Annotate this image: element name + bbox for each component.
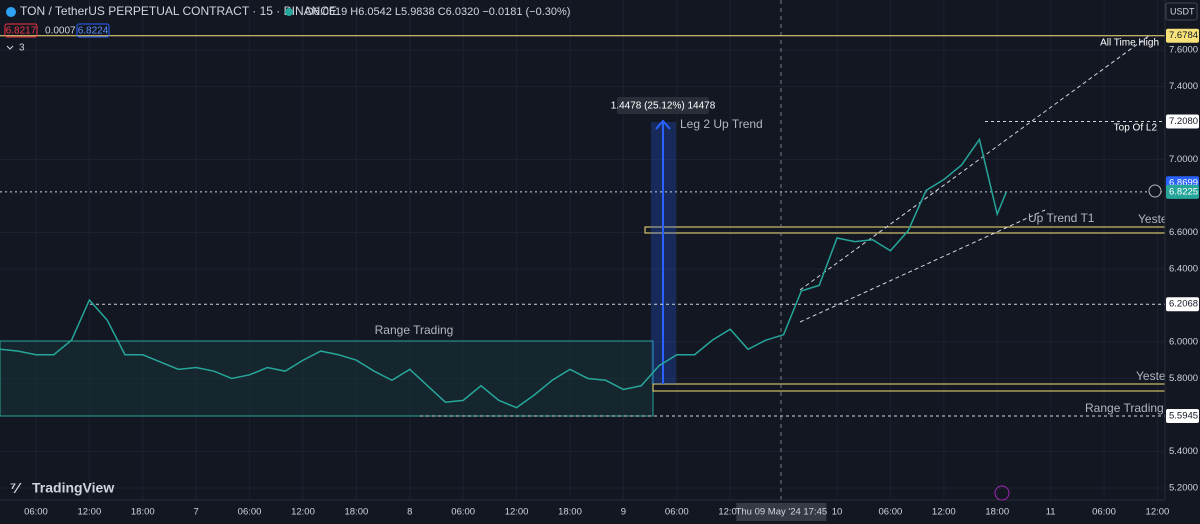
price-label: 6.8225: [1169, 186, 1198, 197]
x-tick-label: 06:00: [238, 507, 262, 518]
x-tick-label: 06:00: [879, 507, 903, 518]
measure-label-bg: [617, 97, 709, 114]
price-label: 6.2068: [1169, 299, 1198, 310]
x-tick-label: 7: [194, 507, 199, 518]
annotation: Range Trading Lo: [1085, 401, 1181, 415]
cursor-label: Thu 09 May '24 17:45: [736, 507, 828, 518]
annotation: Yeste: [1136, 369, 1166, 383]
bid-box[interactable]: [4, 23, 38, 38]
brand: TradingView: [32, 480, 114, 496]
x-tick-label: 10: [832, 507, 843, 518]
price-label-bg: [1166, 297, 1199, 312]
annotation: Yeste: [1138, 212, 1168, 226]
ohlc: O6.0519 H6.0542 L5.9838 C6.0320 −0.0181 …: [305, 6, 570, 18]
y-tick-label: 5.4000: [1169, 446, 1198, 457]
annotation: Range Trading: [375, 323, 454, 337]
symbol-icon: [6, 7, 16, 17]
x-tick-label: 8: [407, 507, 412, 518]
x-tick-label: 11: [1046, 507, 1056, 518]
x-tick-label: 12:00: [77, 507, 101, 518]
alert-icon[interactable]: [994, 485, 1010, 501]
spread: 0.0007: [45, 26, 76, 37]
price-label: 5.5945: [1169, 410, 1198, 421]
bid[interactable]: 6.8217: [6, 26, 37, 37]
overlay: TON / TetherUS PERPETUAL CONTRACT · 15 ·…: [4, 2, 1198, 501]
arrow-head: [655, 119, 671, 130]
cursor-label-bg: [736, 503, 827, 521]
x-tick-label: 18:00: [131, 507, 155, 518]
price-label: 7.2080: [1169, 116, 1198, 127]
annotation: Top Of L2: [1114, 123, 1158, 134]
y-tick-label: 6.0000: [1169, 336, 1198, 347]
x-tick-label: 18:00: [985, 507, 1009, 518]
x-tick-label: 9: [621, 507, 626, 518]
price-label-bg: [1166, 114, 1199, 129]
currency[interactable]: USDT: [1170, 6, 1195, 16]
plot: Range Trading Leg 2 Up Trend Up Trend T1…: [0, 0, 1181, 500]
y-tick-label: 7.4000: [1169, 81, 1198, 92]
ask-box[interactable]: [76, 23, 110, 38]
y-tick-label: 6.6000: [1169, 227, 1198, 238]
price-line: [0, 137, 1007, 409]
trend-line: [799, 34, 1151, 291]
add-icon[interactable]: [1148, 184, 1162, 198]
price-label-bg: [1166, 184, 1199, 199]
x-tick-label: 06:00: [665, 507, 689, 518]
x-tick-label: 06:00: [24, 507, 48, 518]
x-tick-label: 06:00: [451, 507, 475, 518]
price-label-bg: [1166, 28, 1199, 43]
trend-line: [799, 209, 1046, 323]
y-tick-label: 5.2000: [1169, 482, 1198, 493]
price-label: 7.6784: [1169, 30, 1198, 41]
price-axis: [1165, 0, 1200, 524]
x-tick-label: 12:00: [1146, 507, 1170, 518]
status-dot: [285, 8, 293, 16]
x-tick-label: 12:00: [505, 507, 529, 518]
range-box: [0, 340, 654, 417]
currency-box[interactable]: [1165, 2, 1198, 21]
x-tick-label: 12:00: [291, 507, 315, 518]
price-label: 6.8699: [1169, 178, 1198, 189]
indicator-count: 3: [19, 43, 25, 54]
measure-label: 1.4478 (25.12%) 14478: [611, 101, 716, 112]
x-tick-label: 18:00: [558, 507, 582, 518]
y-tick-label: 5.8000: [1169, 373, 1198, 384]
x-tick-label: 12:00: [932, 507, 956, 518]
y-tick-label: 7.0000: [1169, 154, 1198, 165]
price-label-bg: [1166, 408, 1199, 423]
y-tick-label: 6.4000: [1169, 263, 1198, 274]
annotation: Leg 2 Up Trend: [680, 117, 763, 131]
annotation: Up Trend T1: [1028, 211, 1095, 225]
y-tick-label: 7.6000: [1169, 45, 1198, 56]
ask[interactable]: 6.8224: [78, 26, 109, 37]
x-tick-label: 18:00: [344, 507, 368, 518]
time-axis: [0, 500, 1165, 524]
collapse-icon[interactable]: [6, 45, 14, 50]
x-tick-label: 12:00: [718, 507, 742, 518]
annotation: All Time High: [1100, 38, 1159, 49]
x-tick-label: 06:00: [1092, 507, 1116, 518]
symbol: TON / TetherUS PERPETUAL CONTRACT · 15 ·…: [20, 4, 337, 18]
